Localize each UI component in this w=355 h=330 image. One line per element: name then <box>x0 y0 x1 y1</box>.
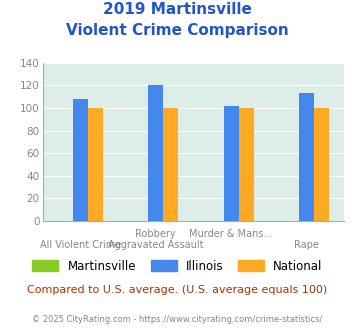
Text: 2019 Martinsville: 2019 Martinsville <box>103 2 252 16</box>
Bar <box>239 108 254 221</box>
Bar <box>314 108 329 221</box>
Bar <box>299 93 314 221</box>
Legend: Martinsville, Illinois, National: Martinsville, Illinois, National <box>28 255 327 278</box>
Bar <box>88 108 103 221</box>
Text: Compared to U.S. average. (U.S. average equals 100): Compared to U.S. average. (U.S. average … <box>27 285 328 295</box>
Text: Murder & Mans...: Murder & Mans... <box>190 229 273 239</box>
Text: © 2025 CityRating.com - https://www.cityrating.com/crime-statistics/: © 2025 CityRating.com - https://www.city… <box>32 315 323 324</box>
Bar <box>73 99 88 221</box>
Text: Aggravated Assault: Aggravated Assault <box>108 240 203 250</box>
Text: Violent Crime Comparison: Violent Crime Comparison <box>66 23 289 38</box>
Bar <box>148 85 163 221</box>
Text: All Violent Crime: All Violent Crime <box>40 240 121 250</box>
Bar <box>163 108 178 221</box>
Text: Rape: Rape <box>294 240 319 250</box>
Text: Robbery: Robbery <box>136 229 176 239</box>
Bar <box>224 106 239 221</box>
